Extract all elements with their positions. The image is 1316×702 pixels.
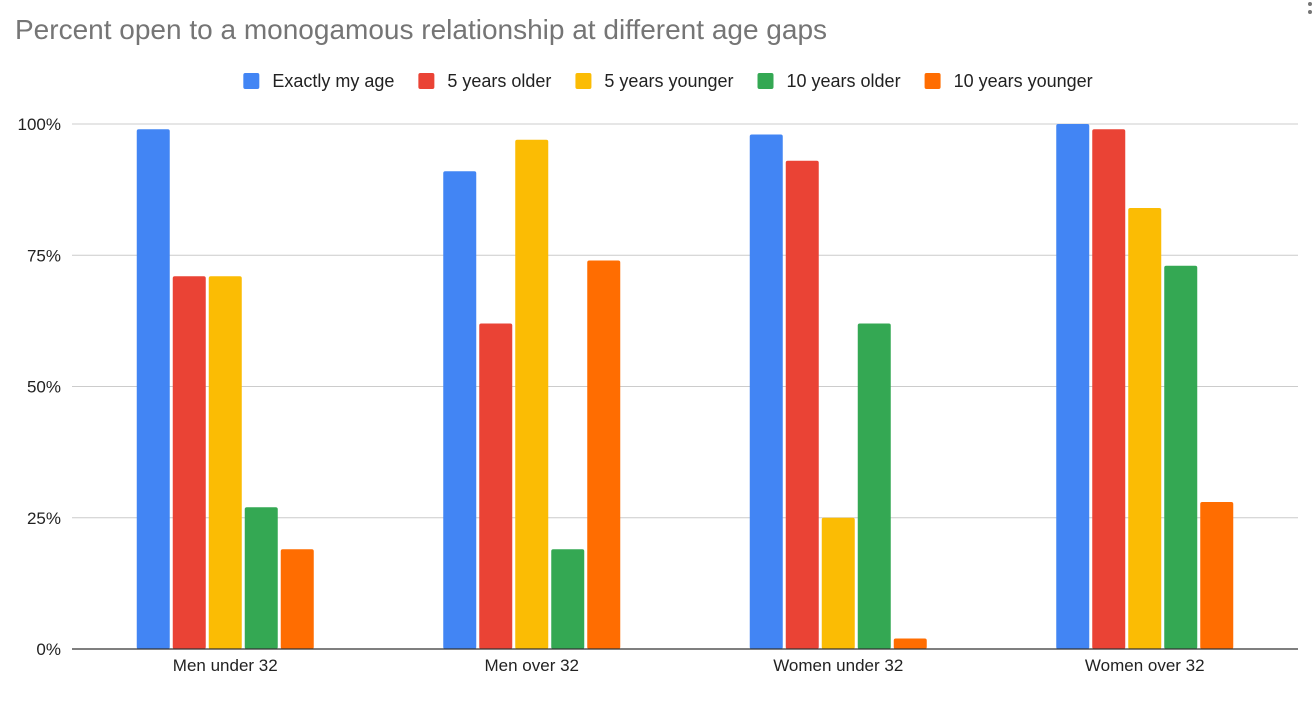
legend-label-5-years-older: 5 years older	[447, 71, 551, 91]
legend-item-10-years-younger: 10 years younger	[924, 71, 1093, 91]
more-options-icon[interactable]	[1306, 0, 1314, 22]
x-tick-label-women-under-32: Women under 32	[773, 656, 903, 675]
legend-item-5-years-younger: 5 years younger	[575, 71, 734, 91]
y-tick-label-25: 25%	[27, 509, 61, 528]
bar-men-over-32-5-years-younger: 5 years younger — Men over 32: 97%	[515, 139, 549, 649]
legend-label-exactly-my-age: Exactly my age	[272, 71, 394, 91]
bar-women-under-32-5-years-older: 5 years older — Women under 32: 93%	[785, 160, 819, 649]
bar-men-under-32-10-years-older: 10 years older — Men under 32: 27%	[244, 507, 278, 649]
bar-men-under-32-10-years-younger: 10 years younger — Men under 32: 19%	[280, 549, 314, 649]
bar-men-under-32-5-years-older: 5 years older — Men under 32: 71%	[172, 276, 206, 649]
x-tick-label-men-under-32: Men under 32	[173, 656, 278, 675]
legend-swatch-10-years-older	[757, 73, 774, 89]
y-tick-label-100: 100%	[18, 115, 61, 134]
bar-women-under-32-exactly-my-age: Exactly my age — Women under 32: 98%	[749, 134, 783, 649]
bar-women-under-32-10-years-older: 10 years older — Women under 32: 62%	[857, 323, 891, 649]
legend-item-10-years-older: 10 years older	[757, 71, 901, 91]
legend-label-5-years-younger: 5 years younger	[604, 71, 733, 91]
bar-men-over-32-10-years-younger: 10 years younger — Men over 32: 74%	[587, 260, 621, 649]
legend-item-exactly-my-age: Exactly my age	[243, 71, 394, 91]
bar-women-under-32-10-years-younger: 10 years younger — Women under 32: 2%	[893, 638, 927, 649]
x-tick-label-women-over-32: Women over 32	[1085, 656, 1205, 675]
bar-men-over-32-10-years-older: 10 years older — Men over 32: 19%	[551, 549, 585, 649]
bar-women-under-32-5-years-younger: 5 years younger — Women under 32: 25%	[821, 517, 855, 649]
bar-women-over-32-10-years-older: 10 years older — Women over 32: 73%	[1164, 265, 1198, 649]
chart-title: Percent open to a monogamous relationshi…	[15, 14, 828, 45]
legend-swatch-10-years-younger	[924, 73, 941, 89]
bar-men-over-32-5-years-older: 5 years older — Men over 32: 62%	[479, 323, 513, 649]
legend: Exactly my age 5 years older 5 years young…	[243, 71, 1093, 91]
y-tick-label-50: 50%	[27, 378, 61, 397]
bar-women-over-32-exactly-my-age: Exactly my age — Women over 32: 100%	[1056, 124, 1090, 649]
legend-label-10-years-older: 10 years older	[787, 71, 901, 91]
bar-women-over-32-5-years-older: 5 years older — Women over 32: 99%	[1092, 129, 1126, 649]
x-tick-label-men-over-32: Men over 32	[485, 656, 580, 675]
bar-women-over-32-10-years-younger: 10 years younger — Women over 32: 28%	[1200, 502, 1234, 649]
legend-swatch-exactly-my-age	[243, 73, 260, 89]
legend-label-10-years-younger: 10 years younger	[954, 71, 1093, 91]
y-tick-label-75: 75%	[27, 246, 61, 265]
bar-men-under-32-5-years-younger: 5 years younger — Men under 32: 71%	[208, 276, 242, 649]
legend-swatch-5-years-older	[418, 73, 435, 89]
bar-men-over-32-exactly-my-age: Exactly my age — Men over 32: 91%	[443, 171, 477, 649]
y-tick-label-0: 0%	[36, 640, 61, 659]
legend-item-5-years-older: 5 years older	[418, 71, 551, 91]
bar-women-over-32-5-years-younger: 5 years younger — Women over 32: 84%	[1128, 208, 1162, 649]
legend-swatch-5-years-younger	[575, 73, 592, 89]
axes: 0% 25% 50% 75% 100% Men under 32 Men over 32 Wo…	[18, 115, 1298, 675]
bar-men-under-32-exactly-my-age: Exactly my age — Men under 32: 99%	[136, 129, 170, 649]
bars: Exactly my age — Men under 32: 99%5 year…	[136, 124, 1234, 649]
